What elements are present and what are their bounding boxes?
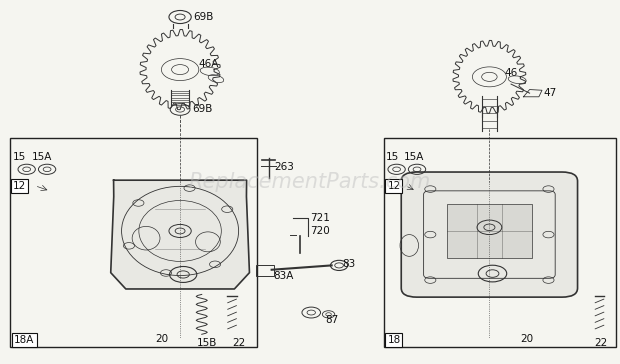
Text: 20: 20 [520, 334, 533, 344]
Text: 87: 87 [326, 315, 339, 325]
Text: 83A: 83A [273, 271, 293, 281]
Text: 69B: 69B [193, 12, 214, 22]
Text: 12: 12 [12, 181, 25, 191]
Bar [10, 138, 257, 347]
Text: 20: 20 [156, 334, 169, 344]
Text: 720: 720 [310, 226, 330, 236]
Text: 263: 263 [275, 162, 294, 173]
Text: 12: 12 [388, 181, 401, 191]
Text: 15A: 15A [32, 152, 52, 162]
Bar [256, 265, 273, 276]
Text: 46: 46 [505, 68, 518, 78]
Polygon shape [111, 180, 249, 289]
FancyBboxPatch shape [401, 172, 578, 297]
Text: 69B: 69B [192, 104, 213, 114]
Text: 46A: 46A [198, 59, 219, 69]
Text: 15: 15 [386, 153, 399, 162]
Text: 721: 721 [310, 213, 330, 222]
Text: 18A: 18A [14, 335, 35, 345]
Text: 15: 15 [13, 152, 26, 162]
Text: 22: 22 [595, 338, 608, 348]
Bar [384, 138, 616, 347]
Text: 83: 83 [342, 259, 355, 269]
Text: ReplacementParts.com: ReplacementParts.com [189, 172, 431, 192]
Text: 15A: 15A [404, 153, 425, 162]
Bar [447, 204, 531, 258]
Text: 47: 47 [543, 88, 557, 98]
Text: 22: 22 [232, 338, 246, 348]
Text: 15B: 15B [197, 338, 217, 348]
Text: 18: 18 [388, 335, 401, 345]
